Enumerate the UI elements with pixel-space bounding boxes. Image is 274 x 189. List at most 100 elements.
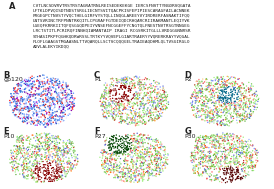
Point (39, 115, 43, 119)
Point (129, 173, 134, 176)
Point (238, 153, 242, 156)
Point (142, 92, 147, 95)
Point (14, 139, 19, 143)
Point (53, 147, 57, 150)
Point (58, 120, 63, 123)
Point (59, 91, 63, 94)
Point (98, 100, 102, 103)
Point (206, 154, 211, 157)
Point (254, 161, 259, 164)
Point (135, 166, 139, 169)
Point (40, 94, 44, 98)
Point (210, 118, 214, 121)
Point (100, 95, 104, 98)
Point (203, 119, 207, 122)
Point (139, 172, 144, 175)
Point (246, 164, 250, 167)
Point (36, 118, 41, 121)
Point (50, 175, 54, 178)
Point (141, 168, 145, 171)
Point (29, 153, 34, 156)
Point (218, 104, 222, 107)
Point (224, 156, 229, 159)
Point (141, 175, 145, 178)
Point (40, 81, 45, 84)
Point (212, 166, 217, 169)
Point (57, 98, 62, 101)
Point (238, 112, 243, 115)
Point (214, 101, 218, 105)
Point (14, 144, 18, 147)
Point (129, 98, 134, 101)
Point (234, 103, 238, 106)
Point (145, 109, 150, 112)
Point (218, 150, 222, 153)
Point (231, 167, 235, 170)
Point (67, 160, 71, 163)
Point (233, 107, 238, 110)
Point (119, 178, 123, 181)
Point (138, 133, 142, 136)
Point (148, 96, 152, 99)
Point (55, 92, 59, 95)
Point (242, 99, 247, 102)
Point (48, 104, 53, 107)
Point (190, 104, 195, 107)
Point (13, 89, 17, 92)
Point (52, 122, 56, 125)
Point (136, 149, 140, 152)
Point (162, 90, 167, 93)
Point (240, 114, 244, 117)
Point (250, 110, 254, 113)
Point (31, 175, 36, 178)
Point (29, 108, 34, 111)
Point (100, 108, 104, 112)
Point (155, 91, 159, 94)
Point (190, 95, 195, 98)
Point (200, 88, 204, 91)
Point (215, 76, 219, 79)
Point (233, 80, 238, 83)
Point (31, 176, 36, 179)
Point (49, 86, 53, 89)
Point (31, 162, 35, 165)
Point (143, 122, 147, 125)
Point (158, 92, 163, 95)
Point (153, 158, 157, 161)
Point (245, 105, 250, 108)
Point (249, 115, 253, 118)
Point (245, 156, 250, 159)
Point (228, 132, 232, 135)
Point (101, 150, 106, 153)
Point (108, 168, 112, 171)
Point (214, 162, 218, 165)
Point (68, 140, 72, 143)
Point (48, 107, 52, 110)
Point (69, 143, 73, 146)
Point (222, 178, 226, 181)
Point (42, 180, 46, 183)
Point (229, 135, 234, 138)
Point (247, 138, 251, 141)
Point (18, 83, 22, 86)
Point (64, 86, 69, 89)
Point (73, 153, 77, 156)
Point (102, 159, 107, 162)
Point (41, 93, 46, 96)
Point (249, 88, 253, 91)
Point (202, 145, 207, 148)
Point (43, 177, 48, 180)
Point (33, 171, 38, 174)
Point (215, 110, 220, 113)
Point (134, 165, 138, 168)
Point (127, 114, 131, 117)
Point (102, 110, 106, 113)
Point (119, 171, 123, 174)
Point (227, 119, 231, 122)
Point (43, 136, 48, 139)
Point (222, 82, 226, 85)
Point (192, 172, 196, 175)
Point (150, 100, 154, 103)
Point (69, 167, 74, 170)
Point (106, 92, 111, 95)
